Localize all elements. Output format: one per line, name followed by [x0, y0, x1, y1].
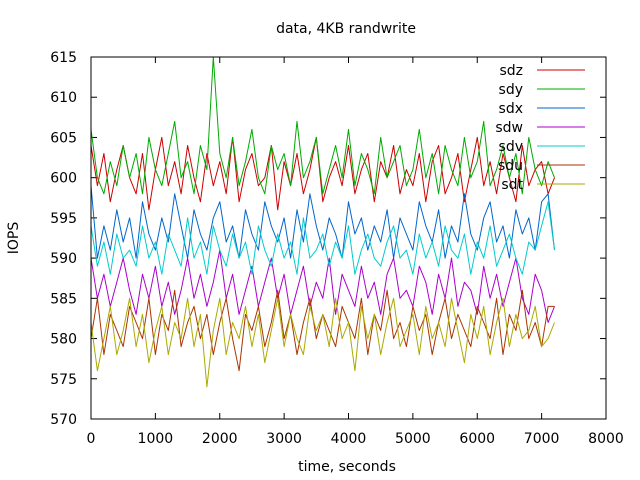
x-tick-label: 8000 [588, 431, 624, 447]
x-axis-label: time, seconds [298, 459, 396, 475]
legend-label-sdw: sdw [495, 120, 523, 136]
y-tick-label: 610 [50, 90, 77, 106]
y-tick-label: 575 [50, 372, 77, 388]
series-line-sdw [90, 249, 555, 323]
y-tick-label: 585 [50, 291, 77, 307]
legend-label-sdt: sdt [501, 177, 523, 193]
chart-title: data, 4KB randwrite [276, 21, 416, 37]
legend-label-sdy: sdy [499, 82, 523, 98]
x-tick-label: 4000 [331, 431, 367, 447]
axis-ticks: 0 1000 2000 3000 4000 5000 6000 7000 8000 570 575 5… [50, 50, 624, 447]
series-lines [90, 56, 555, 388]
series-line-sdy [90, 56, 555, 195]
y-axis-label: IOPS [6, 222, 22, 255]
legend-label-sdv: sdv [499, 139, 523, 155]
x-tick-label: 1000 [138, 431, 174, 447]
series-line-sdu [90, 289, 555, 372]
legend-label-sdz: sdz [499, 63, 523, 79]
x-tick-label: 0 [87, 431, 96, 447]
y-tick-label: 595 [50, 211, 77, 227]
series-line-sdx [90, 185, 555, 259]
y-tick-label: 590 [50, 251, 77, 267]
series-line-sdz [90, 136, 555, 211]
x-tick-label: 5000 [395, 431, 431, 447]
y-tick-label: 600 [50, 171, 77, 187]
y-tick-label: 580 [50, 332, 77, 348]
legend: sdz sdy sdx sdw sdv sdu sdt [495, 63, 585, 193]
x-tick-label: 6000 [459, 431, 495, 447]
y-tick-label: 615 [50, 50, 77, 66]
y-tick-label: 605 [50, 130, 77, 146]
series-line-sdt [90, 297, 555, 388]
x-tick-label: 2000 [202, 431, 238, 447]
legend-label-sdx: sdx [499, 101, 523, 117]
legend-label-sdu: sdu [498, 158, 523, 174]
x-tick-label: 3000 [266, 431, 302, 447]
series-line-sdv [90, 201, 555, 275]
y-tick-label: 570 [50, 412, 77, 428]
plot-frame [90, 56, 607, 420]
x-tick-label: 7000 [524, 431, 560, 447]
